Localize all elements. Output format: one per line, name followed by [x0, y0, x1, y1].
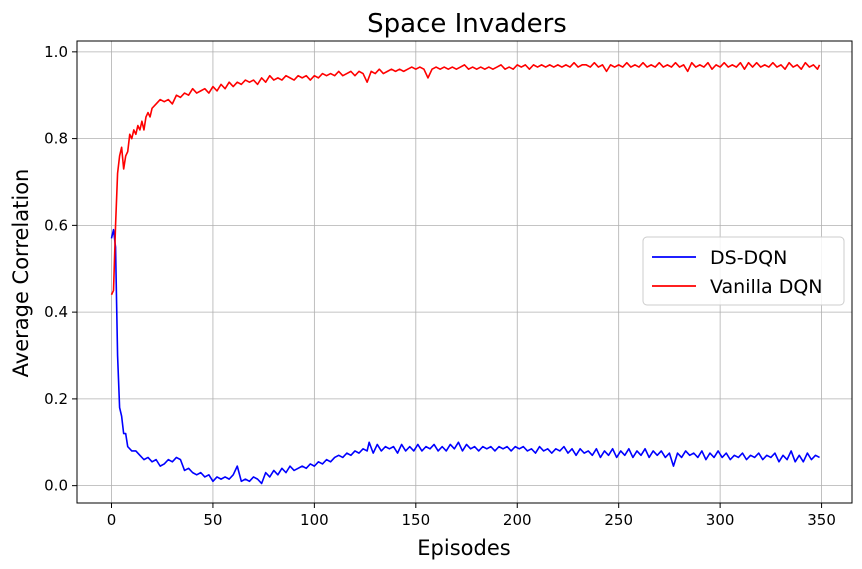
y-tick-label: 0.4 — [44, 303, 68, 321]
x-tick-label: 150 — [401, 511, 430, 529]
y-tick-label: 0.8 — [44, 130, 68, 148]
y-axis-ticks: 0.0 0.2 0.4 0.6 0.8 1.0 — [44, 43, 77, 495]
legend-entry-0: DS-DQN — [710, 247, 787, 269]
y-tick-label: 1.0 — [44, 43, 68, 61]
x-tick-label: 0 — [107, 511, 117, 529]
x-tick-label: 50 — [203, 511, 222, 529]
x-tick-label: 300 — [706, 511, 735, 529]
x-axis-label: Episodes — [417, 536, 510, 560]
y-axis-label: Average Correlation — [9, 169, 33, 378]
x-axis-ticks: 0 50 100 150 200 250 300 350 — [107, 503, 836, 529]
y-tick-label: 0.6 — [44, 216, 68, 234]
series-line-1 — [110, 61, 821, 296]
legend-box — [642, 236, 845, 306]
series-lines — [110, 61, 821, 485]
x-tick-label: 250 — [604, 511, 633, 529]
legend-entry-1: Vanilla DQN — [710, 276, 823, 298]
series-line-0 — [110, 228, 820, 485]
plot-frame — [76, 40, 853, 504]
grid-lines — [77, 41, 852, 503]
y-tick-label: 0.2 — [44, 390, 68, 408]
x-tick-label: 100 — [300, 511, 329, 529]
y-tick-label: 0.0 — [44, 477, 68, 495]
x-tick-label: 350 — [807, 511, 836, 529]
legend: DS-DQN Vanilla DQN — [642, 236, 845, 306]
chart-title: Space Invaders — [367, 9, 567, 39]
x-tick-label: 200 — [503, 511, 532, 529]
